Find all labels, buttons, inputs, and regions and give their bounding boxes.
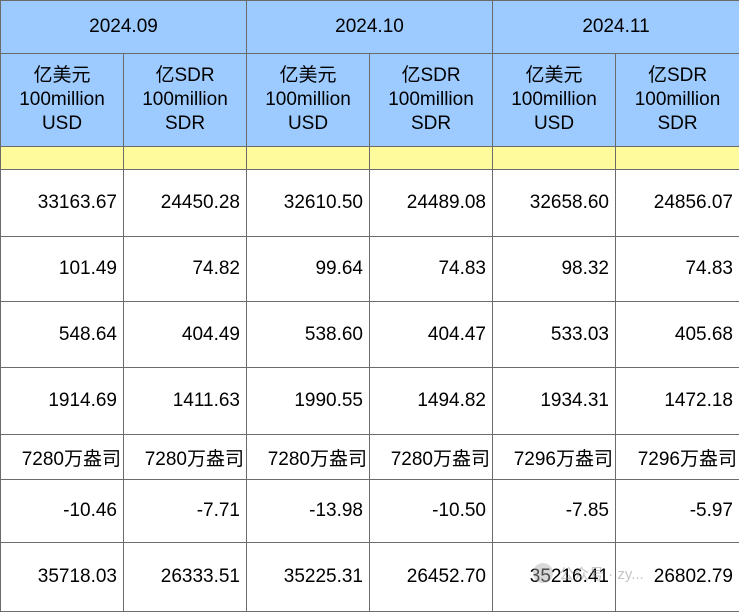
spacer-cell xyxy=(1,147,124,170)
period-header: 2024.09 xyxy=(1,1,247,54)
table-cell: 26802.79 xyxy=(616,543,739,612)
table-cell: 404.49 xyxy=(124,302,247,368)
table-cell: 98.32 xyxy=(493,237,616,302)
table-cell: 26452.70 xyxy=(370,543,493,612)
table-cell: 99.64 xyxy=(247,237,370,302)
table-cell: -7.71 xyxy=(124,480,247,543)
table-cell: 74.82 xyxy=(124,237,247,302)
table-cell: 74.83 xyxy=(616,237,739,302)
table-cell: 538.60 xyxy=(247,302,370,368)
table-cell: 24450.28 xyxy=(124,170,247,237)
table-cell: 1494.82 xyxy=(370,368,493,435)
highlight-spacer-row xyxy=(1,147,739,170)
table-cell: 35718.03 xyxy=(1,543,124,612)
table-cell: -13.98 xyxy=(247,480,370,543)
table-cell: 1914.69 xyxy=(1,368,124,435)
table-cell: 405.68 xyxy=(616,302,739,368)
table-cell: 24856.07 xyxy=(616,170,739,237)
table-cell: -7.85 xyxy=(493,480,616,543)
table-cell: 26333.51 xyxy=(124,543,247,612)
spacer-cell xyxy=(247,147,370,170)
period-header-row: 2024.09 2024.10 2024.11 xyxy=(1,1,739,54)
table-cell: -5.97 xyxy=(616,480,739,543)
spacer-cell xyxy=(493,147,616,170)
table-cell: -10.46 xyxy=(1,480,124,543)
spacer-cell xyxy=(616,147,739,170)
table-cell: 533.03 xyxy=(493,302,616,368)
table-cell: 548.64 xyxy=(1,302,124,368)
spacer-cell xyxy=(124,147,247,170)
period-header: 2024.11 xyxy=(493,1,739,54)
table-cell: 7280万盎司 xyxy=(247,435,370,480)
table-cell: 33163.67 xyxy=(1,170,124,237)
table-cell: 1990.55 xyxy=(247,368,370,435)
table-cell: 404.47 xyxy=(370,302,493,368)
table-cell: 74.83 xyxy=(370,237,493,302)
table-cell: 7296万盎司 xyxy=(616,435,739,480)
table-cell: 7280万盎司 xyxy=(1,435,124,480)
table-cell: 7280万盎司 xyxy=(370,435,493,480)
table-cell: 35216.41 xyxy=(493,543,616,612)
table-cell: -10.50 xyxy=(370,480,493,543)
table-cell: 7280万盎司 xyxy=(124,435,247,480)
spacer-cell xyxy=(370,147,493,170)
table-cell: 35225.31 xyxy=(247,543,370,612)
table-row: -10.46-7.71 -13.98-10.50 -7.85-5.97 xyxy=(1,480,739,543)
table-cell: 32658.60 xyxy=(493,170,616,237)
table-cell: 101.49 xyxy=(1,237,124,302)
period-header: 2024.10 xyxy=(247,1,493,54)
table-cell: 1472.18 xyxy=(616,368,739,435)
table-cell: 1411.63 xyxy=(124,368,247,435)
table-cell: 32610.50 xyxy=(247,170,370,237)
table-cell: 1934.31 xyxy=(493,368,616,435)
table-cell: 7296万盎司 xyxy=(493,435,616,480)
table-cell: 24489.08 xyxy=(370,170,493,237)
